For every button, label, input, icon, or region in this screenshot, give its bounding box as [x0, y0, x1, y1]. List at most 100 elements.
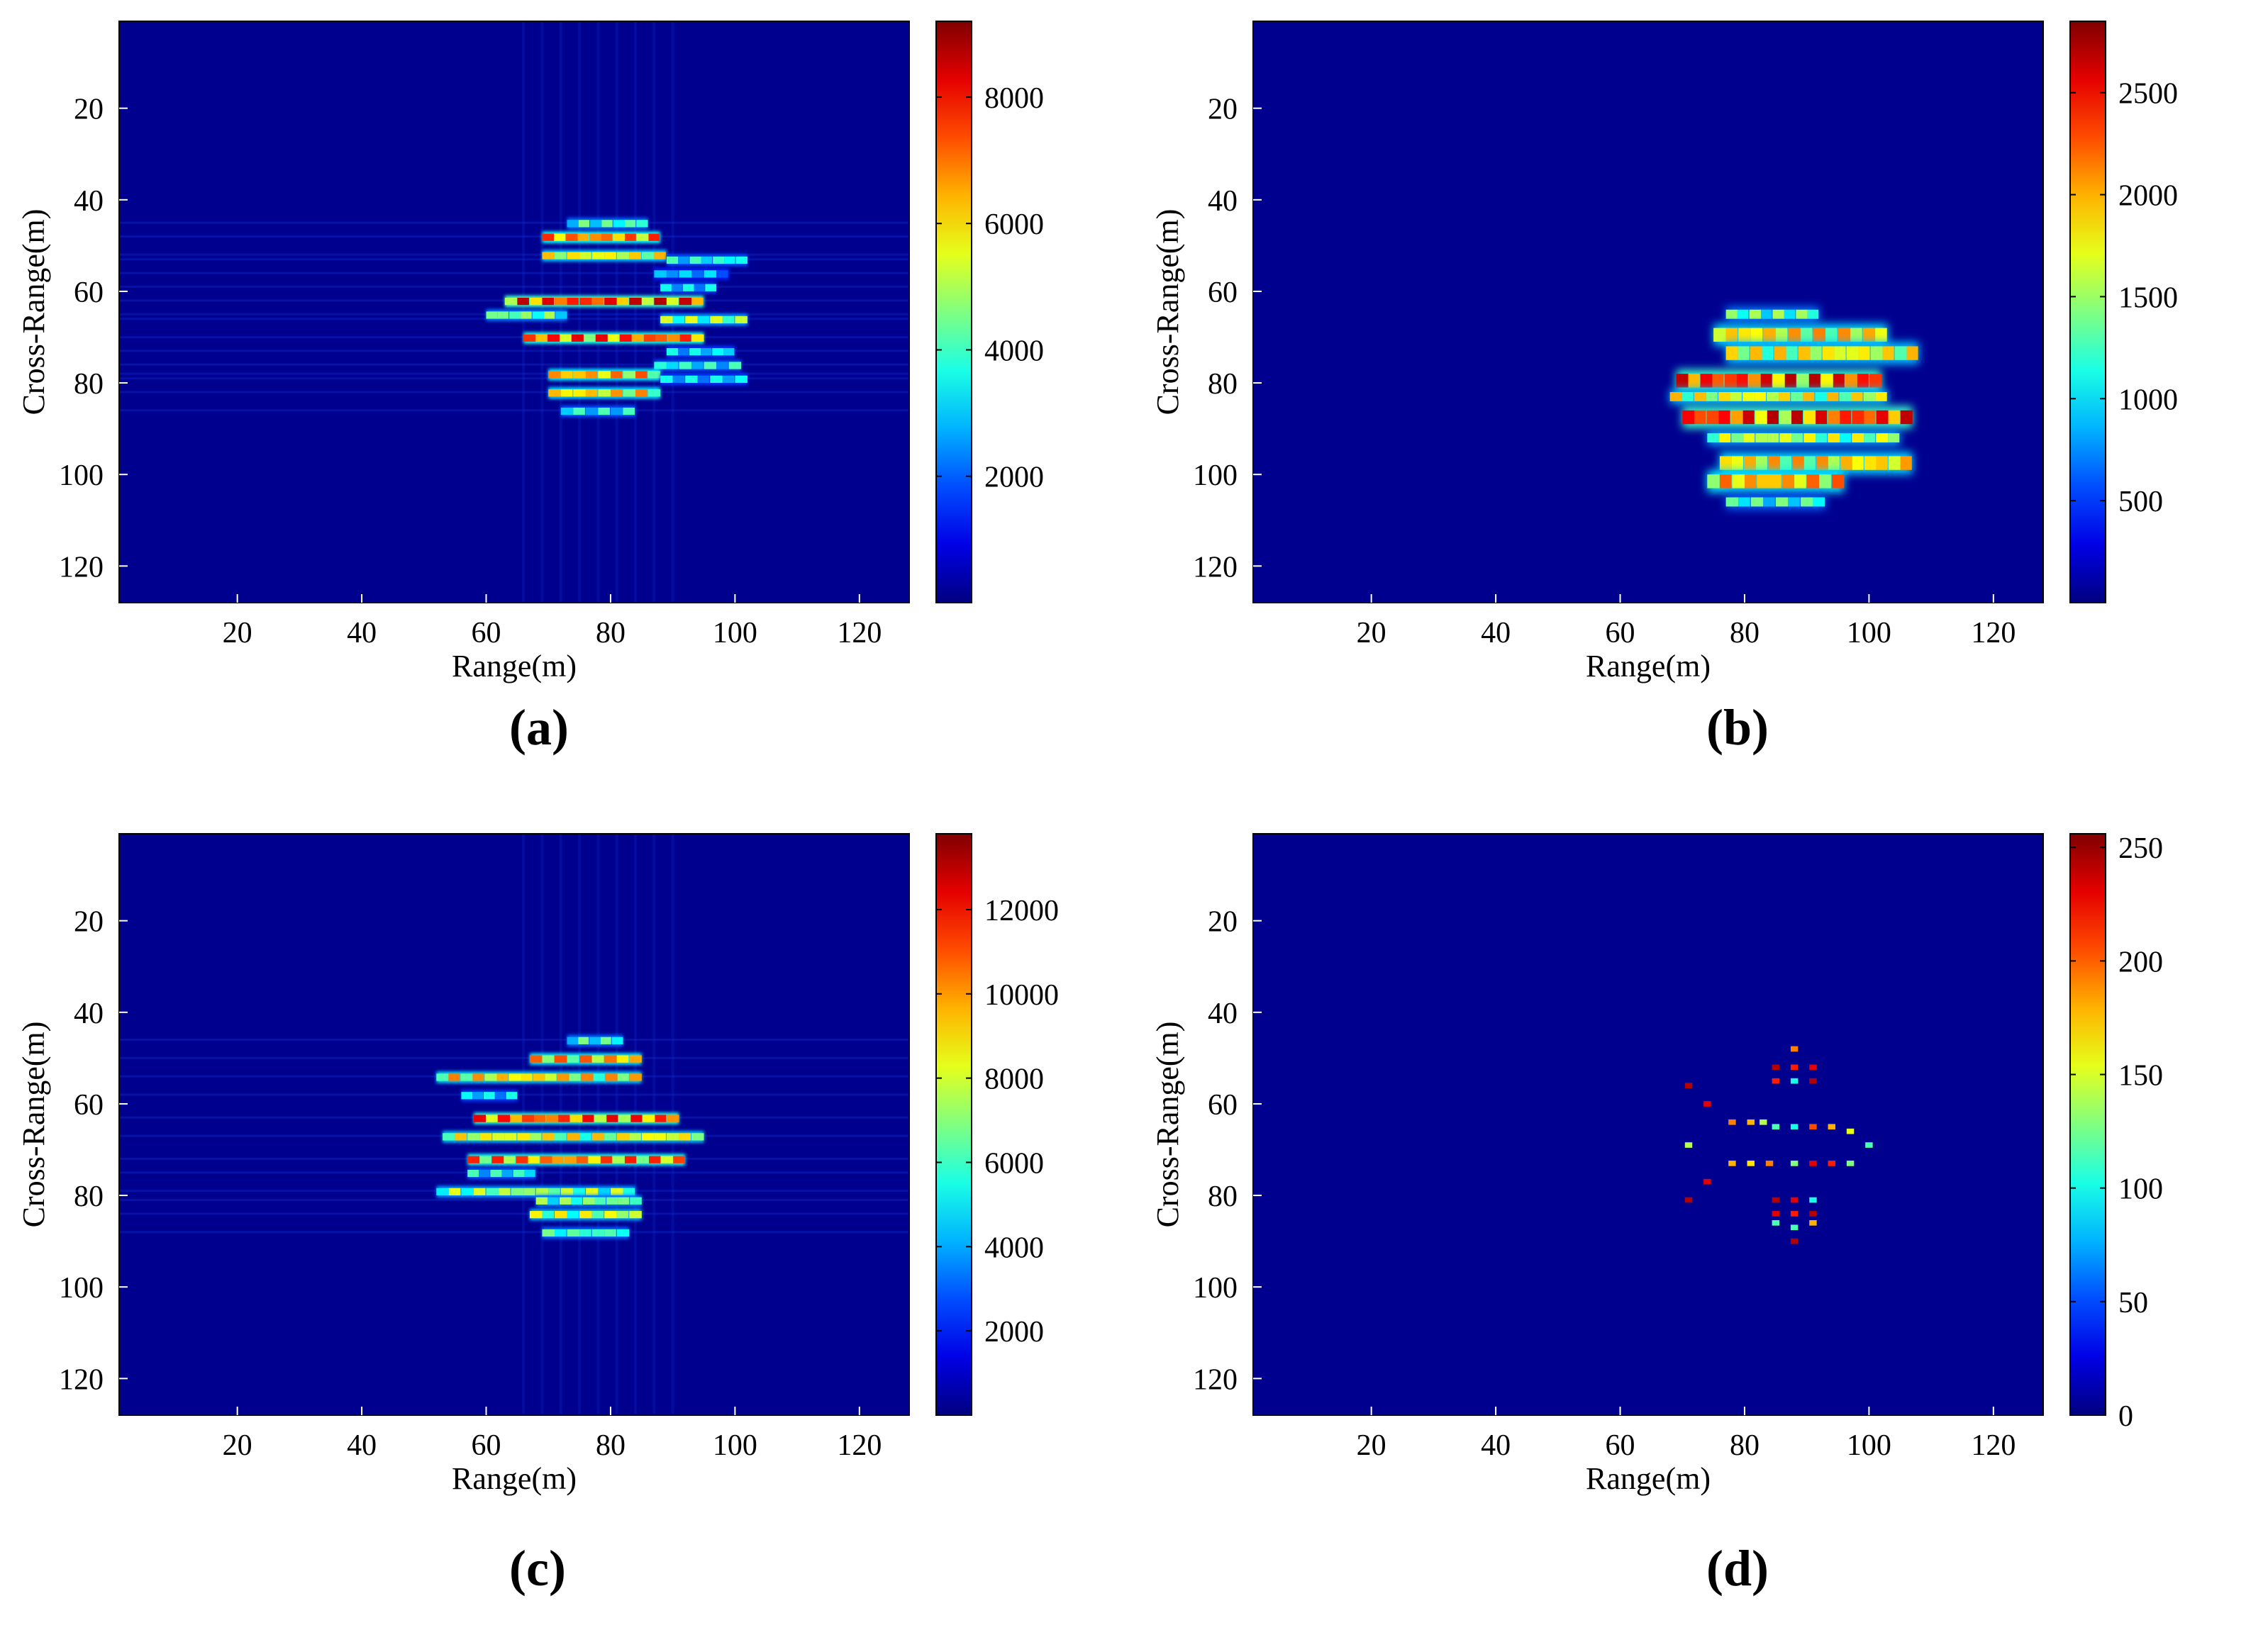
heatmap-cell	[1772, 309, 1784, 319]
heatmap-cell	[579, 1229, 591, 1237]
heatmap-cell	[1706, 410, 1719, 425]
panel-label: b	[1723, 699, 1752, 756]
heatmap-cell	[591, 1055, 604, 1063]
heatmap-d: 20 40 60 80 100 120 20 40 60 80 100 120 Range(m) Cros…	[1150, 832, 2163, 1496]
heatmap-cell	[513, 1169, 525, 1178]
y-tick-label: 40	[1208, 185, 1238, 218]
heatmap-cell	[1725, 309, 1738, 319]
colorbar-tick-label: 12000	[984, 895, 1059, 927]
plot-frame	[1252, 21, 2044, 603]
heatmap-cell	[616, 297, 629, 306]
heatmap-cell	[1863, 391, 1876, 401]
heatmap-cell	[617, 1073, 629, 1081]
x-tick-label: 20	[1357, 1429, 1386, 1462]
sidelobe-streak	[596, 21, 600, 603]
heatmap-cell	[542, 252, 555, 259]
heatmap-c: 20 40 60 80 100 120 20 40 60 80 100 120 Range(m) Cros…	[16, 833, 1059, 1496]
sidelobe-streak	[671, 834, 674, 1415]
heatmap-cell	[506, 1092, 518, 1100]
heatmap-cell	[666, 297, 679, 306]
heatmap-cell	[1852, 456, 1864, 470]
heatmap-cell	[552, 1156, 564, 1163]
heatmap-cell	[496, 1073, 508, 1081]
caption-c: (c)	[509, 1540, 566, 1597]
heatmap-cell	[1763, 328, 1776, 342]
colorbar-tick-label: 4000	[984, 335, 1044, 367]
heatmap-cell	[1794, 474, 1806, 488]
heatmap-point	[1790, 1224, 1799, 1231]
heatmap-point	[1747, 1119, 1755, 1125]
heatmap-cell	[654, 1133, 666, 1141]
heatmap-cell	[1700, 374, 1713, 388]
sidelobe-streak	[119, 221, 909, 224]
sidelobe-streak	[652, 21, 656, 603]
heatmap-cell	[560, 371, 573, 379]
heatmap-cell	[1682, 410, 1695, 425]
heatmap-row	[461, 1090, 518, 1102]
heatmap-cell	[1816, 433, 1828, 443]
heatmap-cell	[629, 1211, 642, 1219]
colorbar-tick-label: 250	[2118, 832, 2163, 865]
heatmap-cell	[1816, 410, 1828, 425]
heatmap-cell	[636, 233, 649, 241]
sidelobe-streak	[652, 834, 656, 1415]
heatmap-cell	[713, 256, 725, 264]
heatmap-cell	[567, 220, 579, 228]
colorbar-tick-label: 6000	[984, 208, 1044, 241]
heatmap-point	[1790, 1238, 1799, 1244]
heatmap-cell	[443, 1133, 455, 1141]
heatmap-cell	[567, 252, 580, 259]
sidelobe-streak	[119, 235, 909, 238]
heatmap-cell	[595, 334, 608, 342]
x-tick-label: 100	[1847, 1429, 1891, 1462]
y-tick-label: 80	[74, 368, 104, 401]
plot-background	[1253, 834, 2043, 1415]
heatmap-cell	[611, 1037, 623, 1044]
colorbar-tick-label: 0	[2118, 1400, 2133, 1433]
heatmap-cell	[1819, 474, 1831, 488]
x-tick-label: 120	[1971, 1429, 2016, 1462]
heatmap-cell	[522, 1115, 535, 1122]
heatmap-cell	[1839, 391, 1852, 401]
heatmap-cell	[604, 1211, 617, 1219]
heatmap-cell	[613, 220, 626, 228]
x-axis-label: Range(m)	[452, 1461, 577, 1496]
y-tick-label: 40	[74, 998, 104, 1030]
heatmap-cell	[655, 1115, 667, 1122]
sidelobe-streak	[578, 21, 582, 603]
sidelobe-streak	[119, 377, 909, 380]
heatmap-point	[1809, 1197, 1817, 1203]
plot-frame	[118, 21, 910, 603]
heatmap-cell	[636, 220, 648, 228]
heatmap-point	[1846, 1128, 1855, 1134]
heatmap-cell	[691, 334, 704, 342]
heatmap-cell	[601, 220, 613, 228]
y-tick-label: 60	[1208, 1089, 1238, 1122]
heatmap-cell	[600, 1156, 612, 1163]
colorbar-tick-label: 8000	[984, 82, 1044, 115]
heatmap-cell	[619, 334, 632, 342]
heatmap-row	[436, 1071, 642, 1083]
heatmap-cell	[1870, 346, 1883, 360]
heatmap-cell	[691, 362, 704, 369]
heatmap-cell	[1833, 374, 1845, 388]
heatmap-point	[1790, 1161, 1799, 1166]
y-tick-label: 100	[59, 1272, 104, 1305]
heatmap-cell	[728, 362, 742, 369]
heatmap-cell	[1769, 474, 1781, 488]
heatmap-cell	[590, 220, 602, 228]
heatmap-cell	[1846, 346, 1859, 360]
heatmap-point	[1790, 1078, 1799, 1084]
heatmap-cell	[1760, 309, 1772, 319]
x-tick-label: 80	[1730, 617, 1760, 649]
heatmap-cell	[1850, 328, 1862, 342]
heatmap-cell	[604, 1229, 616, 1237]
heatmap-cell	[1796, 374, 1809, 388]
heatmap-cell	[654, 362, 667, 369]
heatmap-cell	[1807, 309, 1819, 319]
heatmap-cell	[529, 1133, 542, 1141]
heatmap-cell	[567, 1055, 579, 1063]
heatmap-cell	[1798, 346, 1811, 360]
heatmap-cell	[479, 1169, 490, 1178]
heatmap-cell	[1876, 410, 1889, 425]
